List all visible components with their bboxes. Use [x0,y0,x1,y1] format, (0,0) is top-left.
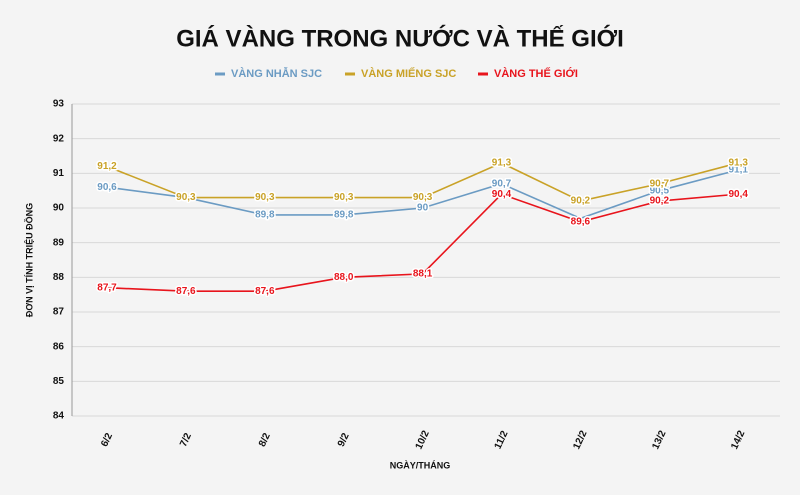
value-label: 90,7 [650,178,670,189]
y-tick-label: 90 [53,203,65,214]
value-label: 90 [417,203,429,214]
y-tick-label: 85 [53,376,65,387]
x-tick-label: 13/2 [650,429,668,452]
legend-label: VÀNG NHẪN SJC [231,67,322,80]
y-tick-label: 89 [53,237,65,248]
value-label: 90,4 [492,189,512,200]
value-label: 90,2 [650,196,670,207]
y-tick-label: 91 [53,168,65,179]
value-label: 89,8 [255,210,275,221]
series-line [106,193,739,292]
series-line [106,162,739,202]
y-tick-label: 88 [53,272,65,283]
value-label: 88,0 [334,272,354,283]
legend-label: VÀNG THẾ GIỚI [494,67,578,80]
value-label: 90,3 [334,192,354,203]
y-tick-label: 84 [53,411,65,422]
value-label: 91,2 [97,161,117,172]
x-tick-label: 8/2 [257,431,273,449]
x-tick-label: 12/2 [571,429,589,452]
y-tick-label: 92 [53,133,65,144]
x-tick-label: 7/2 [178,431,194,449]
value-label: 90,3 [176,192,196,203]
y-tick-label: 87 [53,307,65,318]
chart-title: GIÁ VÀNG TRONG NƯỚC VÀ THẾ GIỚI [176,24,624,52]
value-label: 91,3 [728,158,748,169]
x-tick-label: 6/2 [99,431,115,449]
value-label: 89,6 [571,217,591,228]
y-tick-label: 86 [53,341,65,352]
value-label: 90,2 [571,196,591,207]
value-label: 87,7 [97,282,117,293]
value-label: 89,8 [334,210,354,221]
value-label: 91,1 [728,165,748,176]
value-label: 87,6 [176,286,196,297]
x-axis-title: NGÀY/THÁNG [390,460,451,470]
value-label: 90,5 [650,185,670,196]
value-label: 91,3 [492,158,512,169]
y-axis-title: ĐƠN VỊ TÍNH TRIỆU ĐỒNG [23,203,34,317]
x-tick-label: 10/2 [414,429,432,452]
value-label: 90,6 [97,182,117,193]
value-label: 88,1 [413,269,433,280]
value-label: 90,7 [492,178,512,189]
value-label: 90,3 [255,192,275,203]
x-tick-label: 9/2 [336,431,352,449]
series-line [106,169,739,220]
legend-label: VÀNG MIẾNG SJC [361,67,456,80]
y-tick-label: 93 [53,99,65,110]
x-tick-label: 14/2 [729,429,747,452]
value-label: 90,3 [413,192,433,203]
value-label: 87,6 [255,286,275,297]
x-tick-label: 11/2 [493,429,511,451]
value-label: 90,4 [728,189,748,200]
